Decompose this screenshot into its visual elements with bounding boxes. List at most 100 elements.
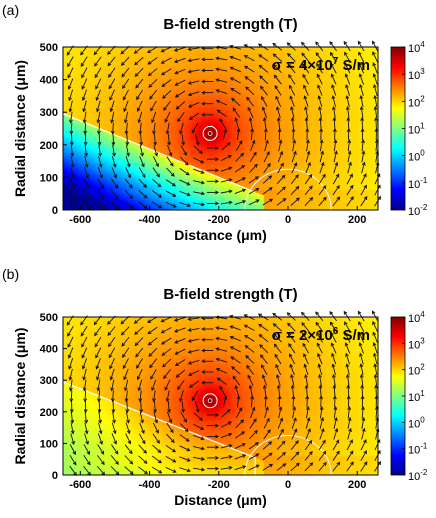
- field-arrow: [290, 197, 300, 206]
- field-arrow-head: [110, 119, 115, 124]
- field-arrow: [152, 444, 162, 453]
- field-arrow: [347, 406, 350, 419]
- field-arrow: [290, 106, 295, 119]
- field-arrow-head: [358, 51, 362, 56]
- field-arrow: [188, 359, 200, 365]
- field-arrow-head: [161, 83, 166, 87]
- field-arrow: [290, 174, 299, 185]
- field-arrow: [70, 167, 75, 179]
- field-arrow: [149, 89, 158, 100]
- field-arrow-head: [153, 141, 158, 146]
- field-arrow-head: [99, 440, 103, 445]
- field-arrow: [139, 156, 145, 167]
- field-arrow: [273, 64, 282, 74]
- field-arrow: [373, 84, 378, 96]
- field-arrow-head: [124, 130, 129, 135]
- field-arrow-head: [83, 130, 88, 135]
- field-arrow: [221, 142, 231, 151]
- field-arrow: [81, 67, 88, 78]
- field-arrow: [69, 368, 73, 380]
- colorbar-tick-label: 101: [408, 122, 425, 137]
- field-arrow-head: [360, 384, 365, 389]
- field-arrow: [138, 189, 148, 199]
- field-arrow: [276, 186, 286, 195]
- field-arrow-head: [201, 337, 206, 342]
- field-arrow: [84, 422, 88, 434]
- field-arrow-head: [167, 141, 171, 146]
- field-arrow: [139, 411, 144, 423]
- field-arrow: [333, 106, 336, 119]
- colorbar-tick-label: 101: [408, 389, 425, 404]
- field-arrow: [277, 429, 284, 440]
- field-arrow-head: [347, 406, 352, 411]
- field-arrow-head: [282, 451, 286, 456]
- field-arrow: [264, 396, 267, 408]
- field-arrow: [332, 451, 340, 461]
- field-arrow-head: [259, 85, 264, 90]
- field-arrow-head: [278, 139, 283, 144]
- field-arrow: [247, 107, 254, 118]
- field-arrow: [179, 434, 190, 442]
- field-arrow-head: [363, 461, 368, 466]
- field-arrow: [216, 57, 228, 61]
- field-arrow-head: [290, 374, 294, 379]
- field-arrow-head: [94, 332, 98, 337]
- field-arrow-head: [185, 437, 190, 442]
- field-arrow-head: [169, 162, 174, 167]
- field-arrow: [305, 374, 309, 386]
- field-arrow: [374, 439, 381, 451]
- field-arrow: [345, 353, 350, 365]
- field-arrow: [346, 95, 350, 107]
- field-arrow-head: [320, 161, 325, 166]
- field-arrow-head: [215, 146, 220, 150]
- field-arrow: [96, 200, 105, 210]
- field-arrow-head: [165, 398, 170, 403]
- field-arrow-head: [160, 329, 165, 334]
- field-arrow: [165, 201, 176, 208]
- field-arrow-head: [121, 342, 126, 347]
- field-arrow-head: [276, 384, 281, 389]
- field-arrow: [288, 343, 296, 354]
- field-arrow: [360, 95, 364, 107]
- field-arrow: [111, 155, 116, 167]
- field-arrow: [331, 84, 337, 96]
- field-arrow-head: [315, 52, 320, 57]
- field-arrow: [262, 375, 267, 386]
- field-arrow-head: [149, 364, 153, 369]
- field-arrow: [188, 317, 200, 320]
- field-arrow-head: [276, 106, 280, 111]
- field-arrow-head: [241, 443, 246, 447]
- field-arrow: [110, 189, 119, 199]
- y-tick-label: 300: [40, 375, 58, 387]
- field-arrow-head: [336, 196, 341, 201]
- field-arrow-head: [181, 141, 186, 146]
- field-arrow: [121, 56, 130, 66]
- field-arrow-head: [215, 423, 220, 428]
- field-arrow: [249, 117, 253, 130]
- field-arrow-head: [135, 353, 140, 358]
- field-arrow: [123, 368, 129, 380]
- field-arrow: [288, 74, 296, 85]
- field-arrow-head: [215, 201, 220, 206]
- field-arrow-head: [255, 464, 260, 469]
- field-arrow-head: [172, 469, 177, 473]
- field-arrow-head: [317, 84, 321, 89]
- field-arrow: [343, 41, 351, 52]
- field-arrow: [250, 140, 255, 152]
- field-arrow-head: [331, 105, 336, 111]
- x-tick-label: -400: [139, 479, 161, 491]
- field-arrow: [246, 97, 254, 107]
- field-arrow: [69, 444, 76, 455]
- field-arrow-head: [242, 188, 247, 193]
- field-arrow-head: [80, 62, 85, 67]
- field-arrow-head: [173, 59, 179, 64]
- field-arrow: [244, 65, 255, 73]
- field-arrow: [262, 187, 273, 195]
- field-arrow: [361, 385, 364, 397]
- field-arrow: [344, 332, 351, 343]
- field-arrow: [287, 53, 296, 63]
- field-arrow: [188, 349, 200, 353]
- field-arrow: [95, 347, 102, 358]
- field-arrow-head: [361, 427, 366, 432]
- field-arrow: [136, 358, 143, 369]
